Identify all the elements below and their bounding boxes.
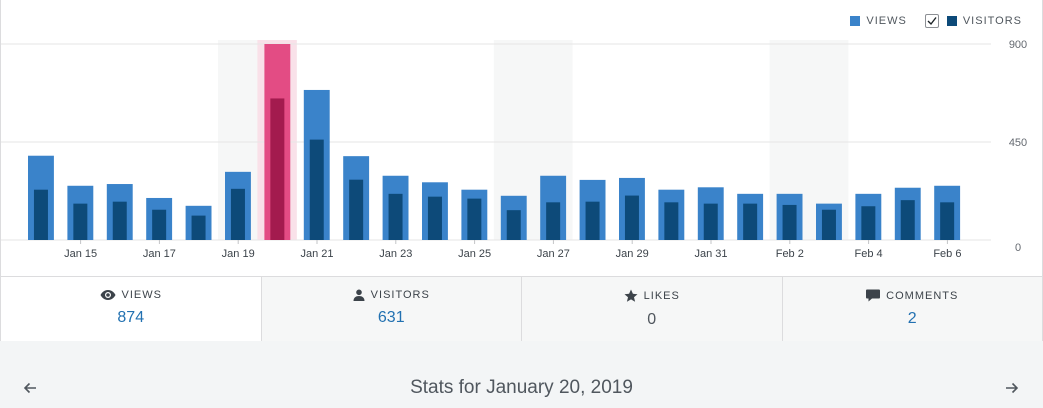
x-tick-label: Jan 25 (458, 248, 491, 260)
tab-views[interactable]: VIEWS 874 (1, 277, 261, 341)
x-tick-label: Feb 4 (855, 248, 883, 260)
x-tick-label: Jan 15 (64, 248, 97, 260)
tab-likes[interactable]: LIKES 0 (521, 277, 782, 341)
visitors-bar (112, 201, 127, 240)
visitors-bar (73, 203, 88, 240)
legend-visitors[interactable]: VISITORS (924, 14, 1022, 28)
likes-count: 0 (647, 311, 657, 328)
visitors-bar (309, 139, 324, 240)
legend-views-label: VIEWS (866, 15, 907, 27)
visitors-bar (506, 210, 521, 240)
stats-card: 0 450 900 Jan 15 Jan 17 Jan 19 Jan 21 Jan 23 Jan… (0, 0, 1043, 341)
x-tick-label: Jan 23 (379, 248, 412, 260)
next-period-button[interactable] (1002, 378, 1022, 398)
chart-legend: VIEWS VISITORS (832, 14, 1022, 28)
views-swatch (850, 16, 861, 26)
arrow-right-icon (1006, 382, 1019, 394)
visitors-bar (624, 195, 639, 240)
visitors-bar (388, 193, 403, 240)
visitors-count: 631 (377, 309, 405, 326)
views-count: 874 (117, 309, 145, 326)
checkmark-icon (927, 17, 937, 26)
comments-count: 2 (907, 310, 917, 327)
stats-tabs: VIEWS 874 VISITORS 631 LIKES 0 COMMENTS … (1, 276, 1042, 341)
x-tick-label: Jan 17 (143, 248, 176, 260)
visitors-bar (782, 204, 797, 240)
visitors-bar (664, 202, 679, 240)
visitors-bar (743, 203, 758, 240)
x-tick-label: Jan 21 (300, 248, 333, 260)
arrow-left-icon (23, 382, 36, 394)
star-icon (624, 289, 638, 302)
previous-period-button[interactable] (20, 378, 40, 398)
visitors-bar (33, 189, 48, 240)
visitors-bar (861, 206, 876, 240)
person-icon (353, 289, 365, 301)
legend-visitors-label: VISITORS (962, 15, 1022, 27)
tab-views-label: VIEWS (121, 289, 162, 301)
visitors-bar (703, 203, 718, 240)
eye-icon (100, 290, 116, 300)
tab-comments-label: COMMENTS (886, 289, 959, 302)
visitors-bar (900, 200, 915, 240)
visitors-checkbox[interactable] (924, 14, 939, 28)
x-tick-label: Jan 31 (694, 248, 727, 260)
stats-bar-chart: 0 450 900 Jan 15 Jan 17 Jan 19 Jan 21 Jan 23 Jan… (1, 39, 1027, 260)
comment-icon (866, 289, 881, 302)
x-tick-label: Feb 2 (776, 248, 804, 260)
x-tick-label: Jan 19 (222, 248, 255, 260)
tab-likes-label: LIKES (643, 290, 680, 302)
visitors-bar (821, 209, 836, 240)
x-tick-label: Jan 27 (537, 248, 570, 260)
legend-views: VIEWS (850, 15, 906, 27)
x-tick-label: Feb 6 (933, 248, 961, 260)
stats-period-title: Stats for January 20, 2019 (410, 377, 633, 398)
visitors-bar (940, 202, 955, 240)
y-tick-label: 450 (1009, 137, 1027, 149)
y-tick-label: 0 (1015, 242, 1021, 254)
visitors-bar (585, 201, 600, 240)
visitors-bar (546, 202, 561, 240)
visitors-bar (427, 196, 442, 240)
tab-visitors-label: VISITORS (370, 289, 430, 301)
visitors-bar (230, 188, 245, 240)
visitors-bar (191, 215, 206, 240)
tab-comments[interactable]: COMMENTS 2 (781, 277, 1042, 341)
visitors-bar (270, 98, 285, 240)
stats-footer: Stats for January 20, 2019 (0, 340, 1043, 408)
x-tick-label: Jan 29 (616, 248, 649, 260)
y-tick-label: 900 (1009, 39, 1027, 51)
visitors-bar (152, 209, 167, 240)
visitors-bar (467, 198, 482, 240)
tab-visitors[interactable]: VISITORS 631 (260, 277, 521, 341)
visitors-swatch (946, 16, 957, 26)
visitors-bar (349, 179, 364, 240)
